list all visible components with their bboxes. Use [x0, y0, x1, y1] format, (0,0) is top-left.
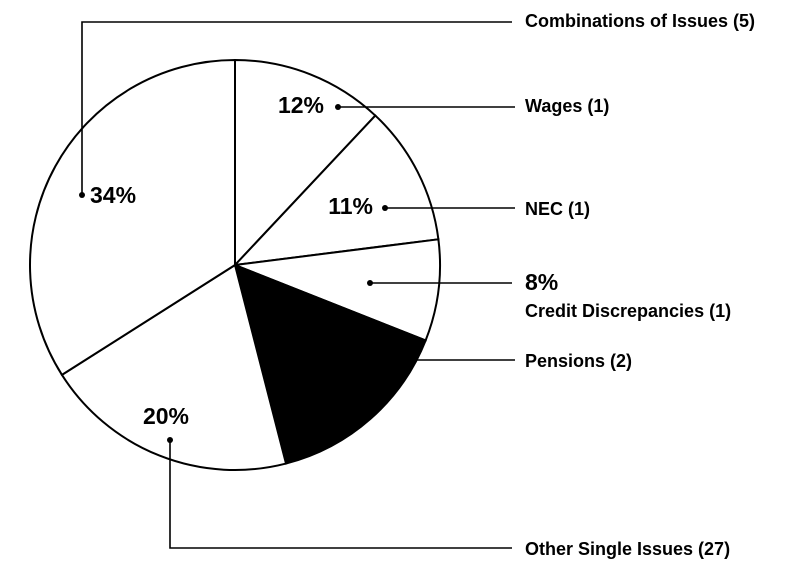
leader-dot — [367, 280, 373, 286]
leader-dot — [167, 437, 173, 443]
leader-dot — [79, 192, 85, 198]
leader-dot — [382, 205, 388, 211]
pie-slice — [60, 263, 288, 471]
category-label: Wages (1) — [525, 96, 609, 116]
pie-slice — [233, 263, 427, 465]
leader-dot — [349, 357, 355, 363]
pie-slice — [234, 58, 377, 268]
category-label: Other Single Issues (27) — [525, 539, 730, 559]
percent-label: 11% — [328, 193, 373, 219]
pie-slice — [232, 114, 440, 267]
leader-line — [81, 21, 512, 195]
percent-label: 15% — [294, 345, 340, 371]
category-label: Combinations of Issues (5) — [525, 11, 755, 31]
leader-dot — [335, 104, 341, 110]
category-label: Credit Discrepancies (1) — [525, 301, 731, 321]
percent-label: 34% — [90, 182, 136, 208]
pie-slice — [234, 238, 441, 342]
percent-label: 8% — [525, 269, 558, 295]
percent-label: 20% — [143, 403, 189, 429]
percent-label: 12% — [278, 92, 324, 118]
category-label: NEC (1) — [525, 199, 590, 219]
category-label: Pensions (2) — [525, 351, 632, 371]
leader-line — [169, 440, 512, 549]
